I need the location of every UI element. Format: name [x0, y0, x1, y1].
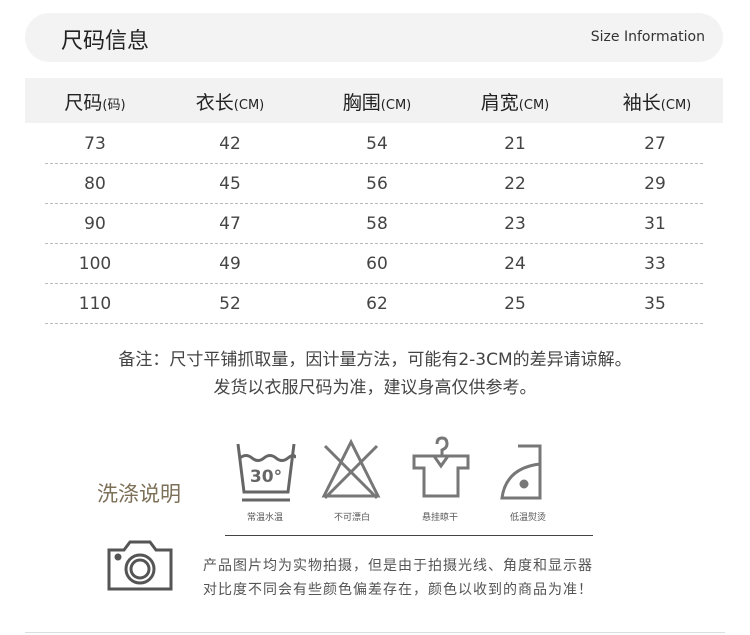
table-cell: 27	[644, 134, 666, 154]
column-label: 袖长	[622, 92, 661, 114]
wash-30-icon: 30°	[236, 443, 296, 502]
table-cell: 62	[366, 294, 388, 314]
section-subtitle: Size Information	[590, 29, 705, 45]
no-bleach-icon	[321, 438, 381, 500]
table-cell: 58	[366, 214, 388, 234]
column-header: 尺码(码)	[64, 88, 125, 115]
table-row: 100 49 60 24 33	[45, 244, 703, 284]
table-cell: 49	[219, 254, 241, 274]
table-cell: 24	[504, 254, 526, 274]
care-label: 不可漂白	[333, 513, 371, 523]
table-cell: 23	[504, 214, 526, 234]
table-cell: 21	[504, 134, 526, 154]
photo-note-line: 对比度不同会有些颜色偏差存在，颜色以收到的商品为准！	[203, 582, 593, 598]
column-label: 胸围	[342, 92, 381, 114]
table-cell: 73	[84, 134, 106, 154]
table-row: 110 52 62 25 35	[45, 284, 703, 324]
column-header: 衣长(CM)	[196, 88, 264, 115]
table-cell: 45	[219, 174, 241, 194]
section-header: 尺码信息 Size Information	[25, 13, 723, 62]
note-line: 发货以衣服尺码为准，建议身高仅供参考。	[213, 378, 537, 398]
table-row: 80 45 56 22 29	[45, 164, 703, 204]
column-header: 胸围(CM)	[343, 88, 411, 115]
table-cell: 54	[366, 134, 388, 154]
table-cell: 35	[644, 294, 666, 314]
table-cell: 31	[644, 214, 666, 234]
table-cell: 42	[219, 134, 241, 154]
table-header: 尺码(码) 衣长(CM) 胸围(CM) 肩宽(CM) 袖长(CM)	[25, 78, 723, 123]
table-cell: 33	[644, 254, 666, 274]
care-label: 低温熨烫	[509, 513, 547, 523]
care-title: 洗涤说明	[97, 482, 181, 506]
table-row: 73 42 54 21 27	[45, 124, 703, 164]
camera-icon	[107, 540, 173, 591]
divider	[225, 535, 593, 536]
column-unit: (CM)	[660, 98, 692, 113]
note-line: 备注：尺寸平铺抓取量，因计量方法，可能有2-3CM的差异请谅解。	[118, 350, 632, 370]
table-cell: 90	[84, 214, 106, 234]
column-unit: (码)	[102, 98, 126, 113]
care-label: 悬挂晾干	[421, 513, 459, 523]
column-unit: (CM)	[518, 98, 550, 113]
column-label: 尺码	[64, 92, 103, 114]
column-unit: (CM)	[380, 98, 412, 113]
column-unit: (CM)	[233, 98, 265, 113]
hang-dry-icon	[412, 436, 470, 498]
column-header: 袖长(CM)	[623, 88, 691, 115]
column-label: 肩宽	[480, 92, 519, 114]
section-title: 尺码信息	[61, 29, 150, 54]
column-label: 衣长	[195, 92, 234, 114]
table-row: 90 47 58 23 31	[45, 204, 703, 244]
table-cell: 80	[84, 174, 106, 194]
table-cell: 22	[504, 174, 526, 194]
bottom-divider	[25, 632, 725, 633]
photo-note-line: 产品图片均为实物拍摄，但是由于拍摄光线、角度和显示器	[203, 558, 593, 574]
table-cell: 25	[504, 294, 526, 314]
table-cell: 47	[219, 214, 241, 234]
care-label: 常温水温	[246, 513, 284, 523]
low-iron-icon	[500, 444, 542, 500]
table-cell: 29	[644, 174, 666, 194]
table-cell: 52	[219, 294, 241, 314]
table-cell: 60	[366, 254, 388, 274]
table-cell: 100	[78, 254, 112, 274]
table-cell: 110	[78, 294, 112, 314]
table-cell: 56	[366, 174, 388, 194]
wash-temperature: 30°	[250, 467, 282, 487]
column-header: 肩宽(CM)	[481, 88, 549, 115]
